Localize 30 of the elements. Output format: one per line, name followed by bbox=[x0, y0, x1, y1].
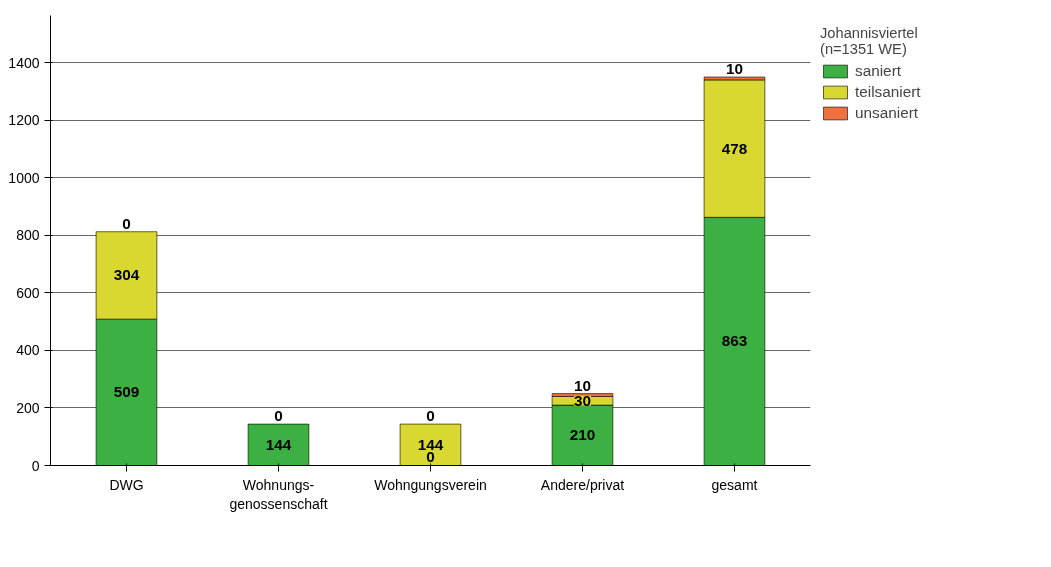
data-label: 0 bbox=[122, 214, 131, 232]
data-label: 10 bbox=[725, 60, 744, 78]
y-tick-label: 1200 bbox=[8, 112, 40, 129]
x-tick-label: Wohnungs- genossenschaft bbox=[229, 476, 328, 512]
y-tick-label: 1400 bbox=[8, 54, 40, 71]
y-tick-label: 600 bbox=[16, 284, 40, 301]
data-label: 0 bbox=[274, 407, 283, 425]
y-tick-label: 0 bbox=[31, 457, 40, 474]
legend-label: teilsaniert bbox=[855, 83, 921, 101]
y-tick-label: 400 bbox=[16, 342, 40, 359]
x-tick-label: gesamt bbox=[711, 476, 758, 493]
x-tick-label: DWG bbox=[109, 476, 144, 493]
legend-label: saniert bbox=[855, 62, 902, 80]
y-tick-label: 1000 bbox=[8, 169, 40, 186]
x-tick-label: Wohngungsverein bbox=[374, 476, 487, 493]
data-label: 0 bbox=[426, 407, 435, 425]
data-label: 144 bbox=[265, 435, 292, 453]
data-label: 30 bbox=[573, 391, 592, 409]
data-label: 304 bbox=[113, 266, 140, 284]
data-label: 10 bbox=[573, 376, 592, 394]
data-label: 863 bbox=[721, 332, 748, 350]
data-label: 210 bbox=[569, 426, 596, 444]
x-tick-label: Andere/privat bbox=[540, 476, 625, 493]
y-tick-label: 200 bbox=[16, 399, 40, 416]
data-label: 144 bbox=[417, 435, 444, 453]
legend-label: unsaniert bbox=[855, 104, 919, 122]
data-label: 478 bbox=[721, 139, 748, 157]
y-tick-label: 800 bbox=[16, 227, 40, 244]
data-label: 509 bbox=[113, 383, 140, 401]
legend-title: Johannisviertel (n=1351 WE) bbox=[820, 25, 919, 57]
